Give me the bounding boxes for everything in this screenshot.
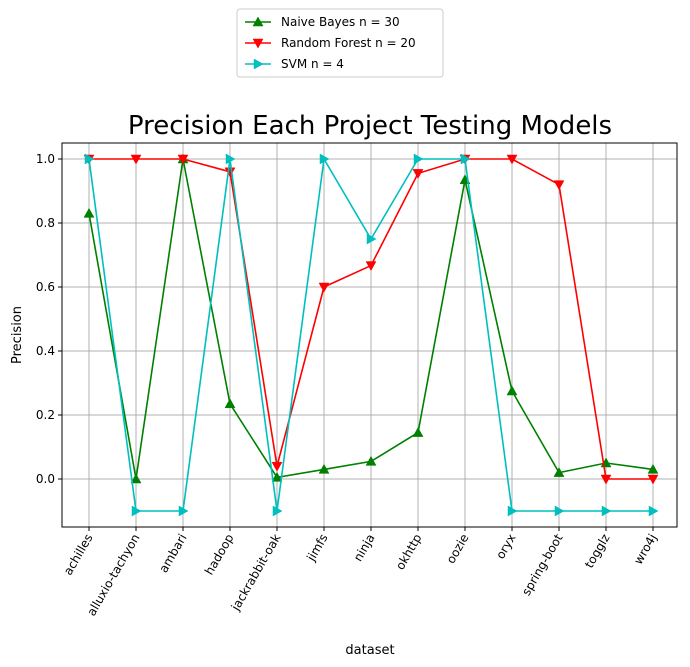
- data-point: [318, 463, 330, 474]
- legend-entry: Naive Bayes n = 30: [245, 15, 400, 29]
- legend-marker: [252, 38, 264, 49]
- data-point: [647, 463, 659, 474]
- x-tick-label: alluxio-tachyon: [84, 532, 142, 619]
- data-point: [272, 505, 283, 517]
- grid: [62, 143, 677, 527]
- x-tick-label: spring-boot: [519, 531, 566, 598]
- data-point: [460, 153, 471, 165]
- data-point: [177, 154, 189, 165]
- legend-marker: [252, 16, 264, 27]
- x-tick-label: oozie: [444, 532, 472, 566]
- data-point: [553, 180, 565, 191]
- series-lines: [83, 153, 659, 517]
- x-tick-label: hadoop: [202, 532, 237, 578]
- y-axis: 0.0 0.2 0.4 0.6 0.8 1.0: [36, 152, 62, 486]
- data-point: [318, 282, 330, 293]
- x-tick-label: togglz: [582, 532, 613, 571]
- legend-label: SVM n = 4: [281, 57, 344, 71]
- legend-entry: SVM n = 4: [245, 57, 344, 71]
- data-point: [365, 455, 377, 466]
- y-tick-label: 0.4: [36, 344, 55, 358]
- data-point: [507, 505, 518, 517]
- y-tick-label: 0.0: [36, 472, 55, 486]
- data-point: [83, 207, 95, 218]
- y-axis-label: Precision: [10, 306, 25, 364]
- y-tick-label: 0.8: [36, 216, 55, 230]
- legend-box: [236, 8, 444, 78]
- legend-entries: Naive Bayes n = 30 Random Forest n = 20 SV…: [245, 15, 416, 71]
- data-point: [130, 154, 142, 165]
- data-point: [178, 505, 189, 517]
- data-point: [506, 385, 518, 396]
- legend-marker: [253, 58, 264, 70]
- data-point: [647, 474, 659, 485]
- x-tick-label: achilles: [61, 532, 96, 578]
- data-point: [365, 261, 377, 272]
- data-point: [225, 153, 236, 165]
- data-point: [131, 505, 142, 517]
- data-point: [506, 154, 518, 165]
- data-point: [130, 473, 142, 484]
- plot-area: 0.0 0.2 0.4 0.6 0.8 1.0 achillesalluxio-tachy…: [36, 142, 678, 618]
- x-tick-label: jackrabbit-oak: [228, 531, 284, 613]
- x-tick-label: oryx: [493, 532, 518, 562]
- data-point: [554, 505, 565, 517]
- series-2: [83, 154, 659, 485]
- data-point: [648, 505, 659, 517]
- legend-label: Random Forest n = 20: [281, 36, 416, 50]
- data-point: [366, 233, 377, 245]
- x-axis-label: dataset: [345, 643, 394, 658]
- data-point: [413, 153, 424, 165]
- legend-entry: Random Forest n = 20: [245, 36, 416, 50]
- data-point: [224, 398, 236, 409]
- x-tick-label: okhttp: [393, 532, 425, 573]
- data-point: [600, 474, 612, 485]
- data-point: [84, 153, 95, 165]
- x-tick-label: ambari: [156, 532, 189, 576]
- y-tick-label: 0.2: [36, 408, 55, 422]
- chart-title: Precision Each Project Testing Models: [128, 111, 612, 141]
- data-point: [412, 169, 424, 179]
- legend: Naive Bayes n = 30 Random Forest n = 20 SV…: [236, 8, 444, 78]
- x-tick-label: wro4j: [631, 532, 660, 567]
- series-3: [84, 153, 659, 517]
- data-point: [412, 427, 424, 437]
- x-tick-label: ninja: [351, 532, 378, 564]
- data-point: [271, 471, 283, 482]
- y-tick-label: 0.6: [36, 280, 55, 294]
- plot-frame: [61, 142, 678, 528]
- data-point: [224, 167, 236, 178]
- x-tick-label: jimfs: [304, 532, 331, 565]
- data-point: [271, 461, 283, 472]
- data-point: [319, 153, 330, 165]
- data-point: [601, 505, 612, 517]
- data-point: [553, 467, 565, 477]
- legend-label: Naive Bayes n = 30: [281, 15, 400, 29]
- y-tick-label: 1.0: [36, 152, 55, 166]
